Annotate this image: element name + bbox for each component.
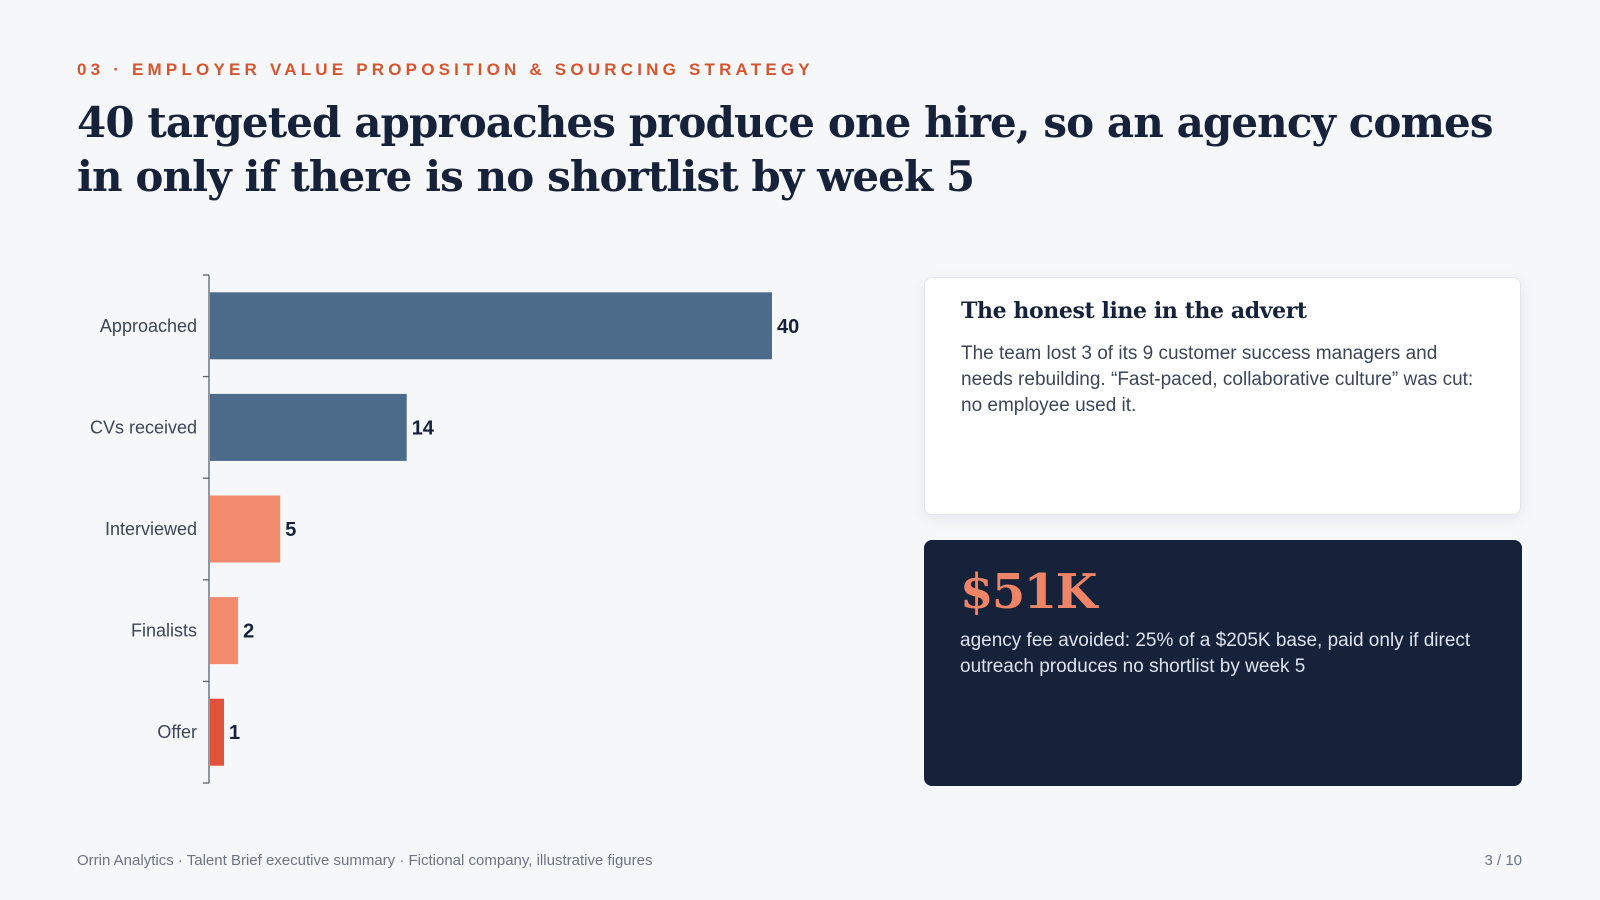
data-label: 40 <box>777 316 799 338</box>
data-label: 14 <box>412 417 435 439</box>
slide-headline: 40 targeted approaches produce one hire,… <box>77 98 1494 201</box>
stat-label: agency fee avoided: 25% of a $205K base,… <box>960 630 1471 677</box>
category-label: Interviewed <box>105 519 197 539</box>
stat-value: $51K <box>960 564 1097 620</box>
bar-finalists <box>210 597 239 665</box>
bar-approached <box>210 292 772 360</box>
category-label: CVs received <box>90 417 197 437</box>
bar-offer <box>210 698 225 766</box>
page-number: 3 / 10 <box>1484 852 1522 869</box>
card-body: The team lost 3 of its 9 customer succes… <box>961 343 1474 416</box>
data-label: 2 <box>243 621 254 643</box>
section-kicker: 03 · EMPLOYER VALUE PROPOSITION & SOURCI… <box>77 60 814 79</box>
funnel-bar-chart: Approached 40 CVs received 14 Interviewed 5 Fi… <box>90 274 799 784</box>
card-title: The honest line in the advert <box>961 298 1307 324</box>
data-label: 5 <box>285 519 296 541</box>
footer-source: Orrin Analytics · Talent Brief executive… <box>77 852 653 869</box>
category-label: Offer <box>157 722 197 742</box>
data-label: 1 <box>229 722 240 744</box>
agency-fee-stat-card: $51K agency fee avoided: 25% of a $205K … <box>924 540 1522 786</box>
category-label: Approached <box>100 316 197 336</box>
advert-note-card: The honest line in the advert The team l… <box>924 277 1521 515</box>
category-label: Finalists <box>131 621 197 641</box>
bar-interviewed <box>210 495 281 563</box>
bar-cvs-received <box>210 393 407 461</box>
